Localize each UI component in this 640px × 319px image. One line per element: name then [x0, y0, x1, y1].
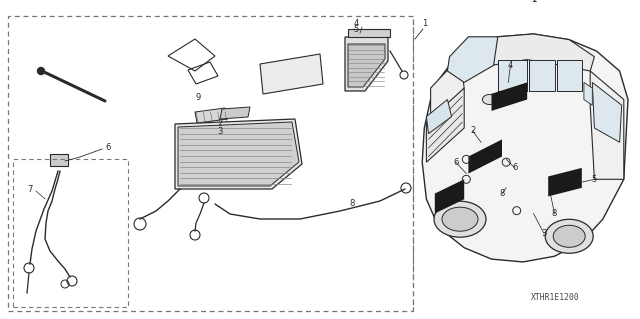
- Polygon shape: [426, 88, 464, 162]
- Text: 5: 5: [592, 175, 597, 184]
- Text: 6: 6: [512, 163, 517, 172]
- Polygon shape: [348, 44, 385, 87]
- Polygon shape: [441, 34, 595, 105]
- Text: 1: 1: [531, 0, 536, 4]
- Bar: [8, 16, 413, 311]
- Polygon shape: [492, 82, 527, 111]
- Text: 1: 1: [422, 19, 428, 28]
- Polygon shape: [498, 60, 527, 91]
- Ellipse shape: [434, 201, 486, 237]
- Bar: [50, 154, 68, 166]
- Text: 4: 4: [508, 61, 513, 70]
- Polygon shape: [348, 29, 390, 37]
- Ellipse shape: [442, 207, 478, 231]
- Polygon shape: [178, 122, 299, 186]
- Polygon shape: [447, 37, 498, 82]
- Text: 1: 1: [531, 0, 536, 4]
- Text: 8: 8: [552, 209, 557, 218]
- Polygon shape: [195, 108, 228, 123]
- Polygon shape: [468, 139, 502, 174]
- Polygon shape: [220, 107, 250, 119]
- Polygon shape: [431, 57, 464, 122]
- Bar: [13, 159, 128, 307]
- Polygon shape: [345, 37, 388, 91]
- Ellipse shape: [553, 225, 585, 247]
- Ellipse shape: [545, 219, 593, 253]
- Text: 3: 3: [541, 229, 547, 238]
- Text: 2: 2: [470, 126, 476, 135]
- Polygon shape: [584, 82, 592, 105]
- Polygon shape: [422, 34, 628, 262]
- Text: 6: 6: [453, 158, 458, 167]
- Polygon shape: [260, 54, 323, 94]
- Text: 3: 3: [218, 127, 223, 136]
- Polygon shape: [592, 82, 621, 142]
- Text: 9: 9: [195, 93, 200, 101]
- Text: 8: 8: [349, 199, 355, 209]
- Polygon shape: [435, 179, 464, 213]
- Text: 4: 4: [353, 19, 358, 27]
- Text: 2: 2: [218, 120, 223, 129]
- Polygon shape: [548, 168, 582, 197]
- Text: 5: 5: [353, 26, 358, 34]
- Text: 6: 6: [106, 143, 111, 152]
- Polygon shape: [590, 71, 624, 179]
- Text: 8: 8: [499, 189, 505, 198]
- Ellipse shape: [483, 94, 497, 105]
- Text: XTHR1E1200: XTHR1E1200: [531, 293, 579, 301]
- Polygon shape: [557, 60, 582, 91]
- Text: 7: 7: [28, 184, 33, 194]
- Polygon shape: [175, 119, 302, 189]
- Circle shape: [38, 68, 45, 75]
- Polygon shape: [426, 100, 452, 134]
- Polygon shape: [529, 60, 554, 91]
